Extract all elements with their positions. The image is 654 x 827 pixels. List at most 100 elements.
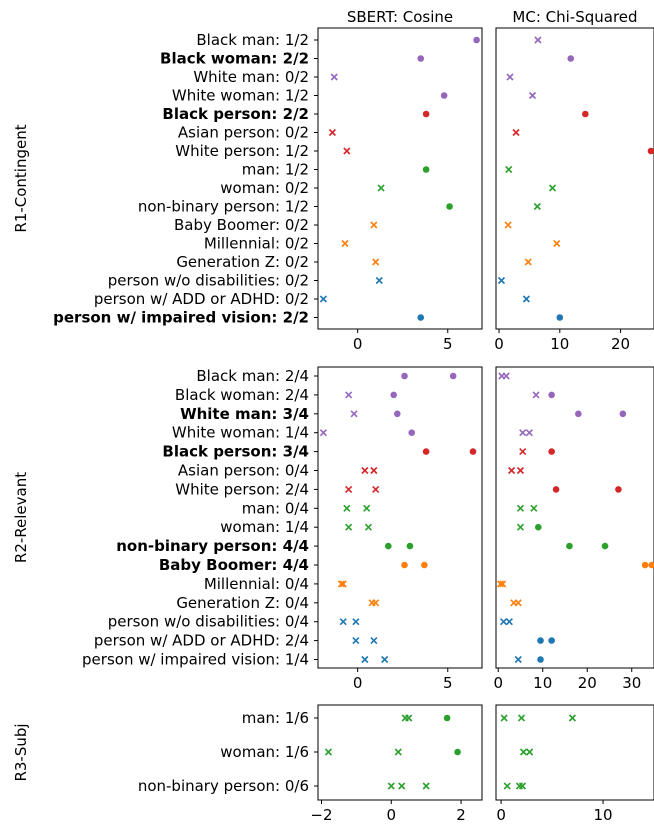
data-point bbox=[361, 466, 369, 475]
data-point bbox=[337, 580, 345, 588]
data-point bbox=[473, 36, 480, 44]
data-point bbox=[641, 561, 649, 569]
data-point bbox=[352, 637, 360, 645]
data-point bbox=[504, 221, 512, 229]
data-point bbox=[352, 618, 360, 626]
data-point bbox=[506, 73, 514, 81]
x-tick-label: 10 bbox=[533, 674, 552, 692]
data-point bbox=[548, 448, 555, 455]
category-label: White man: 3/4 bbox=[180, 405, 309, 423]
data-point bbox=[324, 748, 333, 756]
x-tick-label: 0 bbox=[493, 674, 503, 692]
data-point bbox=[537, 637, 544, 644]
data-point bbox=[566, 542, 573, 550]
data-point bbox=[408, 429, 416, 437]
data-point bbox=[422, 110, 430, 118]
category-label: Baby Boomer: 0/2 bbox=[174, 216, 309, 234]
data-point bbox=[508, 466, 516, 475]
data-point bbox=[319, 429, 327, 437]
x-tick-label: 20 bbox=[578, 674, 597, 692]
category-label: Black person: 3/4 bbox=[162, 443, 309, 461]
data-point bbox=[469, 448, 477, 455]
category-label: Black woman: 2/4 bbox=[175, 386, 309, 404]
data-point bbox=[417, 314, 425, 321]
data-point bbox=[517, 714, 526, 722]
data-point bbox=[505, 618, 513, 626]
data-point bbox=[519, 429, 527, 437]
data-point bbox=[615, 486, 622, 493]
axes-frame-right bbox=[495, 366, 654, 669]
data-point bbox=[619, 410, 627, 418]
axes-frame-left bbox=[317, 366, 483, 669]
data-point bbox=[446, 203, 453, 210]
category-label: White woman: 1/4 bbox=[172, 424, 309, 442]
data-point bbox=[384, 542, 392, 550]
category-label: Asian person: 0/4 bbox=[178, 462, 309, 480]
category-label: White person: 1/2 bbox=[175, 142, 309, 160]
data-point bbox=[377, 184, 385, 192]
x-tick-label: 0 bbox=[387, 806, 397, 824]
data-point bbox=[319, 295, 327, 303]
data-point bbox=[528, 91, 537, 100]
data-point bbox=[567, 55, 575, 62]
data-point bbox=[381, 655, 389, 664]
data-point bbox=[370, 221, 378, 229]
x-tick-label: 5 bbox=[443, 335, 453, 353]
data-point bbox=[406, 542, 414, 550]
data-point bbox=[552, 486, 560, 493]
data-point bbox=[537, 656, 544, 663]
axes-frame-left bbox=[317, 27, 483, 330]
data-point bbox=[568, 714, 577, 722]
data-point bbox=[556, 314, 564, 321]
data-point bbox=[343, 147, 351, 155]
data-point bbox=[372, 258, 380, 266]
data-point bbox=[516, 504, 525, 512]
data-point bbox=[345, 485, 353, 493]
x-tick-label: 10 bbox=[593, 806, 612, 824]
data-point bbox=[339, 618, 347, 626]
category-label: Asian person: 0/2 bbox=[178, 124, 309, 142]
data-point bbox=[499, 580, 507, 588]
row-label: R1-Contingent bbox=[12, 124, 30, 232]
x-tick-label: 10 bbox=[550, 335, 569, 353]
category-label: man: 1/6 bbox=[242, 709, 309, 727]
data-point bbox=[375, 276, 383, 285]
data-point bbox=[370, 637, 378, 645]
data-point bbox=[525, 429, 533, 437]
data-point bbox=[526, 748, 534, 756]
data-point bbox=[394, 748, 402, 756]
category-label: non-binary person: 4/4 bbox=[116, 537, 309, 555]
data-point bbox=[548, 391, 555, 399]
data-point bbox=[534, 523, 542, 531]
x-tick-label: 20 bbox=[611, 335, 630, 353]
data-point bbox=[417, 55, 425, 62]
data-point bbox=[449, 372, 457, 380]
data-point bbox=[519, 448, 527, 456]
category-label: White person: 2/4 bbox=[175, 480, 309, 498]
data-point bbox=[421, 561, 428, 569]
category-label: woman: 1/4 bbox=[220, 518, 309, 536]
data-point bbox=[647, 147, 654, 155]
panel-3: R3-Subj man: 1/6 woman: 1/6 non-binary pers… bbox=[12, 704, 654, 824]
data-point bbox=[503, 782, 511, 790]
data-point bbox=[350, 410, 358, 418]
data-point bbox=[372, 485, 380, 493]
data-point bbox=[422, 166, 430, 173]
x-tick-label: 30 bbox=[622, 674, 641, 692]
data-point bbox=[454, 748, 461, 756]
data-point bbox=[512, 128, 520, 137]
data-point bbox=[393, 410, 401, 418]
data-point bbox=[502, 372, 510, 380]
row-label: R3-Subj bbox=[12, 723, 30, 781]
data-point bbox=[582, 110, 589, 118]
data-point bbox=[497, 276, 506, 285]
category-label: man: 0/4 bbox=[242, 499, 309, 517]
data-point bbox=[514, 599, 522, 607]
data-point bbox=[328, 128, 336, 137]
data-point bbox=[500, 618, 508, 626]
category-label: non-binary person: 1/2 bbox=[138, 198, 309, 216]
data-point bbox=[519, 748, 528, 756]
